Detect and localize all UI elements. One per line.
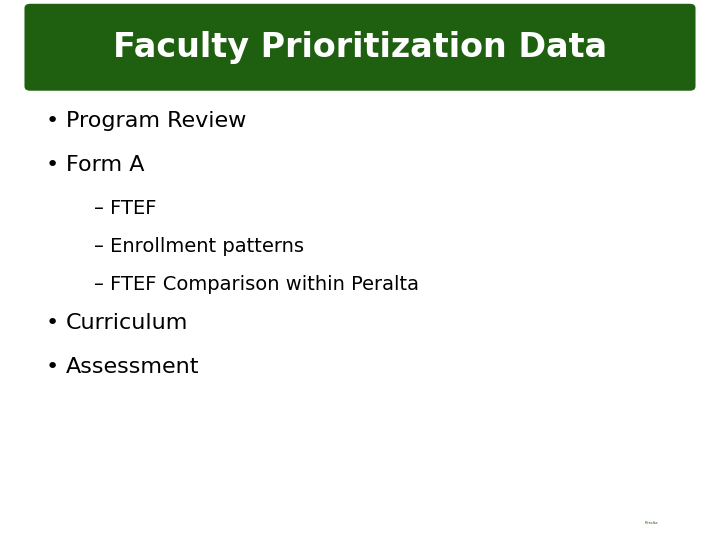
Text: •: • <box>45 313 58 333</box>
Text: Form A: Form A <box>66 155 145 175</box>
Text: •: • <box>45 357 58 377</box>
Text: – Enrollment patterns: – Enrollment patterns <box>94 237 304 256</box>
Text: Faculty Prioritization Data: Faculty Prioritization Data <box>113 31 607 64</box>
Bar <box>619 518 684 527</box>
Text: Curriculum: Curriculum <box>66 313 189 333</box>
Text: Assessment: Assessment <box>66 357 199 377</box>
Text: •: • <box>45 111 58 131</box>
Text: – FTEF: – FTEF <box>94 199 156 218</box>
Text: college: college <box>642 485 662 491</box>
Text: Program Review: Program Review <box>66 111 247 131</box>
Text: – FTEF Comparison within Peralta: – FTEF Comparison within Peralta <box>94 275 418 294</box>
Text: •: • <box>45 155 58 175</box>
Text: Peralta: Peralta <box>645 521 658 525</box>
